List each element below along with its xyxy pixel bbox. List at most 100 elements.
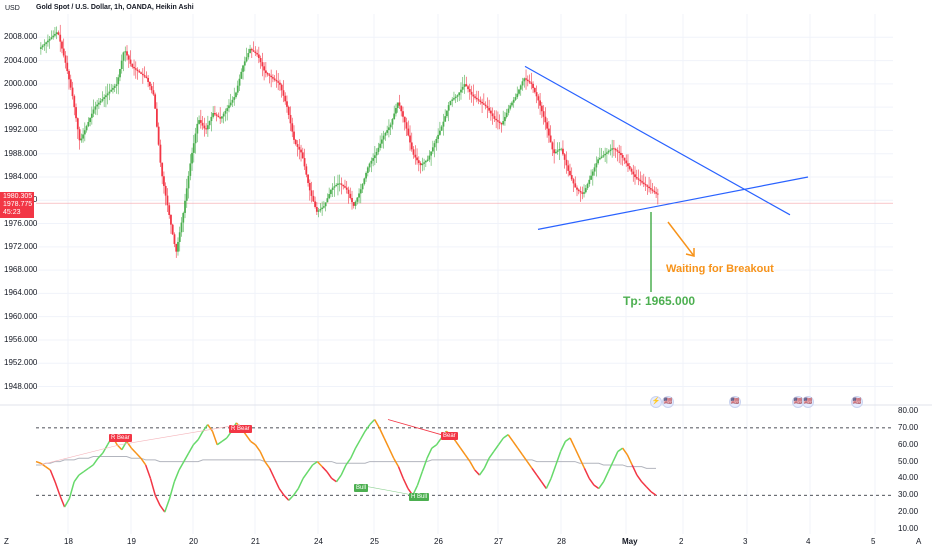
candle-body (110, 89, 113, 92)
candle-body (228, 105, 230, 109)
candle-body (112, 87, 114, 90)
candle-body (217, 115, 220, 118)
candle-body (656, 193, 659, 195)
rsi-segment (645, 486, 652, 493)
candle-body (458, 92, 461, 96)
candle-body (351, 198, 353, 203)
candle-body (352, 202, 355, 206)
candle-body (602, 155, 605, 157)
candle-body (308, 182, 311, 191)
candle-body (623, 157, 626, 161)
candle-body (532, 83, 534, 88)
candle-body (173, 234, 176, 244)
candle-body (328, 194, 331, 199)
candle-body (431, 147, 434, 152)
candle-body (275, 79, 278, 82)
candle-body (229, 102, 232, 106)
rsi-segment (393, 457, 400, 468)
candle-body (421, 163, 424, 166)
candle-body (155, 108, 158, 127)
divergence-line (387, 419, 448, 437)
candle-body (632, 171, 635, 175)
candle-body (143, 75, 146, 77)
candle-body (171, 224, 174, 235)
rsi-segment (474, 469, 481, 476)
candle-body (206, 125, 209, 130)
candle-body (68, 71, 70, 80)
candle-body (154, 94, 157, 109)
rsi-segment (488, 451, 495, 459)
rsi-tick-label: 20.00 (898, 507, 919, 517)
us-flag-event-icon[interactable]: 🇺🇸 (662, 396, 674, 408)
candle-body (90, 113, 93, 118)
candle-body (140, 72, 142, 74)
candle-body (164, 185, 167, 196)
rsi-segment (316, 461, 323, 468)
candle-body (526, 79, 529, 82)
us-flag-event-icon[interactable]: 🇺🇸 (802, 396, 814, 408)
rsi-segment (187, 444, 195, 454)
candle-body (438, 130, 441, 135)
price-tick-label: 2008.000 (4, 32, 38, 42)
candle-body (398, 102, 401, 106)
tp-annotation[interactable]: Tp: 1965.000 (623, 294, 696, 308)
candle-body (263, 66, 266, 71)
rsi-segment (536, 474, 543, 483)
rsi-segment (359, 430, 366, 441)
candle-body (484, 104, 487, 107)
candle-body (159, 144, 162, 163)
timezone-icon[interactable]: Z (4, 537, 9, 546)
rsi-segment (483, 457, 490, 469)
candle-body (395, 108, 397, 114)
rsi-segment (35, 460, 42, 464)
candle-body (419, 163, 422, 166)
candle-body (287, 106, 290, 115)
lightning-event-icon[interactable]: ⚡ (650, 396, 662, 408)
candle-body (354, 201, 357, 206)
us-flag-event-icon[interactable]: 🇺🇸 (729, 396, 741, 408)
candle-body (618, 151, 621, 153)
candle-body (222, 113, 225, 117)
candle-body (219, 117, 222, 119)
auto-scale-icon[interactable]: A (916, 537, 922, 546)
candle-body (507, 108, 510, 113)
candle-body (609, 149, 612, 152)
candle-body (69, 79, 72, 88)
candle-body (210, 116, 213, 122)
candle-body (470, 91, 473, 95)
candle-body (138, 71, 141, 73)
candle-body (447, 105, 450, 111)
candle-body (586, 183, 589, 189)
candle-body (168, 205, 171, 215)
candle-body (147, 77, 150, 82)
candle-body (555, 151, 557, 154)
candle-body (440, 126, 443, 131)
breakout-annotation[interactable]: Waiting for Breakout (666, 263, 774, 275)
candle-body (637, 178, 640, 180)
candle-body (639, 179, 642, 182)
candle-body (310, 190, 313, 196)
candle-body (486, 106, 489, 108)
candle-body (196, 123, 199, 134)
rsi-segment (498, 437, 504, 446)
candle-body (39, 47, 42, 49)
candle-body (416, 157, 418, 161)
rsi-segment (149, 478, 156, 496)
candle-body (150, 86, 153, 91)
rsi-segment (49, 469, 56, 483)
candle-body (233, 97, 236, 100)
candle-body (335, 184, 338, 187)
price-tick-label: 1976.000 (4, 218, 38, 228)
us-flag-event-icon[interactable]: 🇺🇸 (851, 396, 863, 408)
candle-body (129, 59, 132, 64)
rsi-segment (373, 419, 381, 429)
candle-body (655, 192, 658, 194)
rsi-segment (521, 454, 528, 463)
candle-body (249, 48, 251, 54)
candle-body (293, 131, 295, 140)
candle-body (504, 116, 506, 122)
candle-body (642, 182, 645, 184)
candle-body (372, 158, 375, 161)
candle-body (400, 105, 403, 112)
